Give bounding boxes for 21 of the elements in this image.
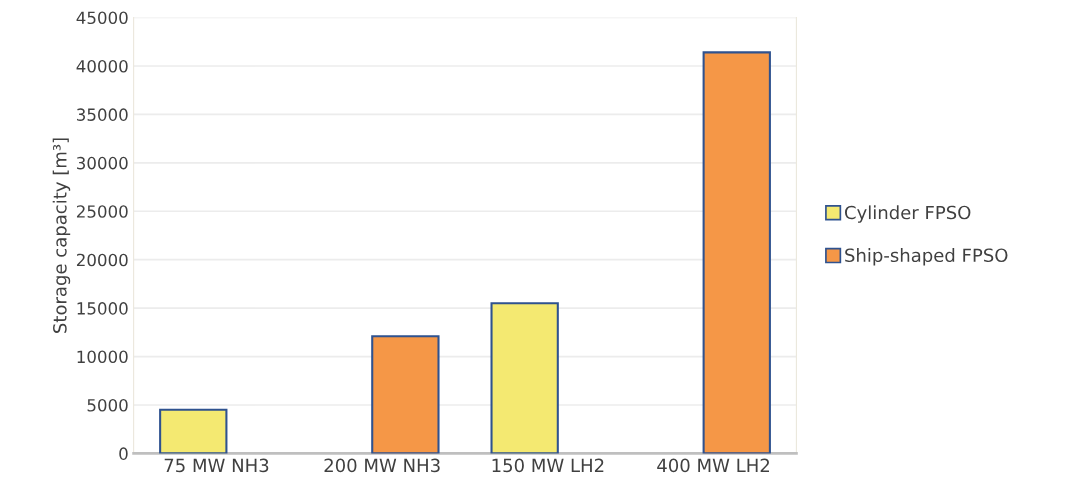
bar <box>159 408 228 454</box>
legend-label: Ship-shaped FPSO <box>845 248 1008 266</box>
y-tick-label: 25000 <box>76 205 128 218</box>
y-tick-label: 30000 <box>77 156 128 170</box>
x-tick-label: 75 MW NH3 <box>164 458 269 473</box>
bar <box>702 51 771 454</box>
y-axis-title: Storage capacity [m³] <box>52 138 71 333</box>
y-tick-label: 20000 <box>76 253 128 267</box>
y-tick-label: 10000 <box>77 350 128 364</box>
y-tick-label: 0 <box>119 447 128 460</box>
x-tick-label: 200 MW NH3 <box>324 458 440 473</box>
bar <box>490 302 559 454</box>
y-tick-label: 40000 <box>76 59 128 73</box>
y-tick-label: 45000 <box>76 11 128 25</box>
y-tick-label: 5000 <box>87 398 128 412</box>
x-tick-label: 150 MW LH2 <box>492 458 604 473</box>
x-tick-label: 400 MW LH2 <box>657 458 769 473</box>
y-tick-label: 15000 <box>77 302 128 315</box>
legend-label: Cylinder FPSO <box>844 205 971 223</box>
y-tick-label: 35000 <box>77 108 128 121</box>
bar <box>371 335 440 454</box>
